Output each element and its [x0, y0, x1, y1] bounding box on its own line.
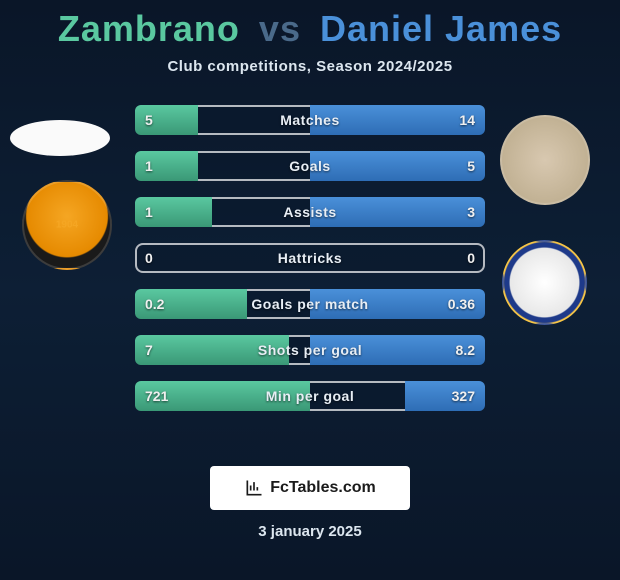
stat-value-left: 0 [145, 250, 153, 266]
chart-icon [244, 478, 264, 498]
player1-avatar [10, 120, 110, 156]
stat-label: Min per goal [266, 388, 354, 404]
brand-text: FcTables.com [270, 479, 376, 497]
stat-row: 1 Goals 5 [135, 151, 485, 181]
stat-label: Goals [289, 158, 330, 174]
stat-value-left: 1 [145, 158, 153, 174]
stats-area: 5 Matches 14 1 Goals 5 1 Assists 3 0 Hat… [0, 105, 620, 425]
stat-label: Hattricks [278, 250, 342, 266]
brand-badge: FcTables.com [210, 466, 410, 510]
stat-row: 721 Min per goal 327 [135, 381, 485, 411]
stat-row: 0 Hattricks 0 [135, 243, 485, 273]
stat-label: Assists [283, 204, 336, 220]
stat-row: 7 Shots per goal 8.2 [135, 335, 485, 365]
stat-value-left: 7 [145, 342, 153, 358]
player2-avatar [500, 115, 590, 205]
stat-label: Goals per match [251, 296, 368, 312]
stat-row: 0.2 Goals per match 0.36 [135, 289, 485, 319]
stat-value-right: 5 [467, 158, 475, 174]
player2-club-badge [502, 240, 587, 325]
stat-label: Matches [280, 112, 340, 128]
stat-row: 5 Matches 14 [135, 105, 485, 135]
player2-name: Daniel James [320, 8, 562, 49]
stat-value-right: 3 [467, 204, 475, 220]
stat-value-left: 0.2 [145, 296, 164, 312]
stat-value-left: 1 [145, 204, 153, 220]
vs-text: vs [259, 8, 301, 49]
stat-value-left: 721 [145, 388, 168, 404]
stat-label: Shots per goal [258, 342, 362, 358]
stat-row: 1 Assists 3 [135, 197, 485, 227]
comparison-title: Zambrano vs Daniel James [0, 0, 620, 50]
date-text: 3 january 2025 [258, 523, 361, 540]
subtitle: Club competitions, Season 2024/2025 [0, 58, 620, 75]
stat-bars-container: 5 Matches 14 1 Goals 5 1 Assists 3 0 Hat… [135, 105, 485, 427]
stat-value-left: 5 [145, 112, 153, 128]
stat-value-right: 0 [467, 250, 475, 266]
player1-club-badge [22, 180, 112, 270]
stat-value-right: 0.36 [448, 296, 475, 312]
bar-right [310, 151, 485, 181]
player1-name: Zambrano [58, 8, 240, 49]
stat-value-right: 327 [452, 388, 475, 404]
stat-value-right: 14 [459, 112, 475, 128]
stat-value-right: 8.2 [456, 342, 475, 358]
